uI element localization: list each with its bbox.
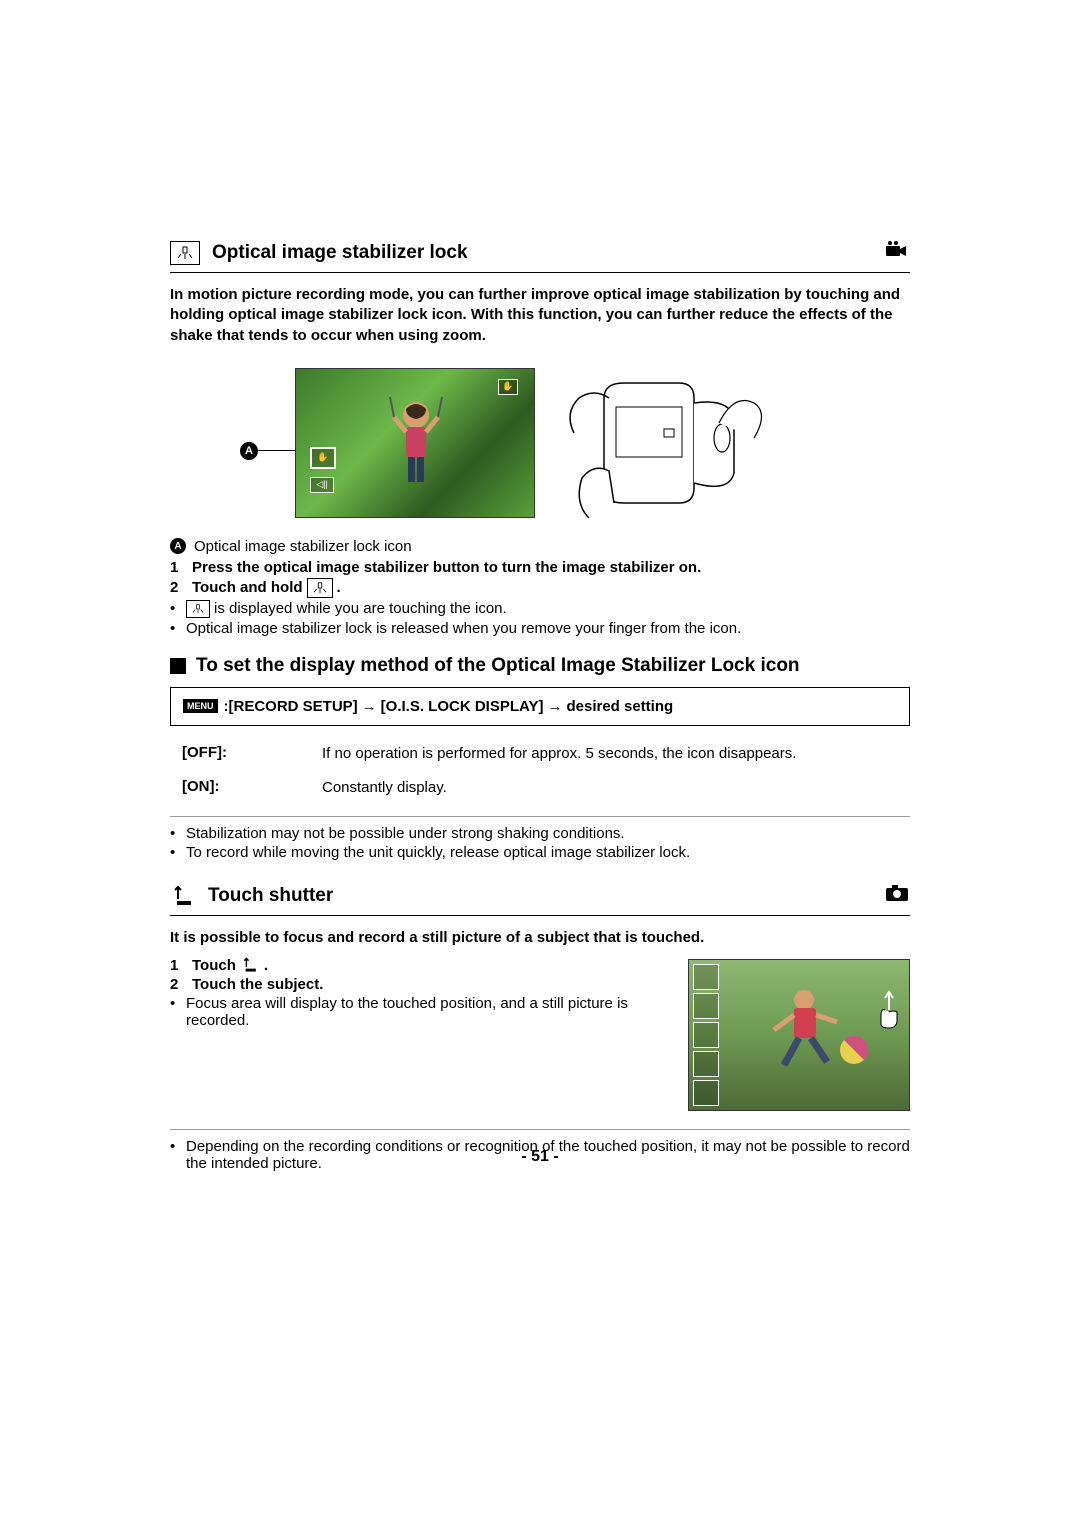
section1-subheading: To set the display method of the Optical… [170,655,910,677]
bullet-text: Focus area will display to the touched p… [186,995,668,1029]
step-text-prefix: Touch [192,957,236,974]
lcd-side-icons [693,964,719,1106]
section1-step1: 1 Press the optical image stabilizer but… [170,559,910,576]
arrow-icon: → [362,698,377,715]
lcd-top-icon: ✋ [498,379,518,395]
menu-badge: MENU [183,699,218,713]
touch-shutter-screenshot [688,959,910,1111]
arrow-icon: → [547,698,562,715]
note-text: To record while moving the unit quickly,… [186,844,690,861]
section1-title-row: Optical image stabilizer lock [170,240,910,273]
figure-row: A ✋ ✋ ◁|| [170,362,910,524]
settings-row-on: [ON]: Constantly display. [182,778,910,798]
setting-label: [OFF]: [182,744,322,764]
legend-a-badge: A [170,538,186,554]
section2-step1: 1 Touch . [170,957,668,974]
bullet-text: is displayed while you are touching the … [214,600,507,617]
divider [170,1129,910,1130]
section1-step2: 2 Touch and hold . [170,578,910,598]
menu-path-box: MENU : [RECORD SETUP] → [O.I.S. LOCK DIS… [170,687,910,726]
section1-bullet2: Optical image stabilizer lock is release… [170,620,910,637]
lcd-bottom-icon: ◁|| [310,477,334,493]
section2-title-row: Touch shutter [170,883,910,916]
section1-intro: In motion picture recording mode, you ca… [170,285,910,346]
section2-bullet1: Focus area will display to the touched p… [170,995,668,1029]
page-number: - 51 - [0,1148,1080,1166]
menu-part: [RECORD SETUP] [229,698,358,715]
photo-mode-icon [884,883,910,909]
section1-note1: Stabilization may not be possible under … [170,825,910,842]
step-text-suffix: . [337,579,341,596]
step-text-suffix: . [264,957,268,974]
ois-lock-icon [186,600,210,618]
step-number: 1 [170,559,192,576]
section1-note2: To record while moving the unit quickly,… [170,844,910,861]
section2-step2: 2 Touch the subject. [170,976,668,993]
setting-desc: If no operation is performed for approx.… [322,744,910,764]
callout-a-badge: A [240,442,258,460]
touch-shutter-icon [240,957,260,973]
touch-shutter-icon [170,885,196,907]
bullet-text: Optical image stabilizer lock is release… [186,620,741,637]
divider [170,816,910,817]
child-figure [386,397,446,487]
section2-content-row: 1 Touch . 2 Touch the subject. Focus are… [170,955,910,1111]
movie-mode-icon [884,240,910,266]
legend-a-text: Optical image stabilizer lock icon [194,538,412,555]
section1-title: Optical image stabilizer lock [212,242,884,264]
section2-title: Touch shutter [208,885,884,907]
ois-lock-icon [170,241,200,265]
step-text: Press the optical image stabilizer butto… [192,559,701,576]
ois-lock-icon [307,578,333,598]
section2-intro: It is possible to focus and record a sti… [170,928,910,948]
settings-table: [OFF]: If no operation is performed for … [182,744,910,799]
running-child-figure [749,980,879,1090]
step-text: Touch the subject. [192,976,323,993]
step-number: 2 [170,579,192,596]
section1-bullet1: is displayed while you are touching the … [170,600,910,618]
menu-part: [O.I.S. LOCK DISPLAY] [381,698,544,715]
pointer-hand-icon [875,990,903,1030]
legend-a-line: A Optical image stabilizer lock icon [170,538,910,555]
note-text: Stabilization may not be possible under … [186,825,625,842]
subheading-text: To set the display method of the Optical… [196,655,800,677]
step-number: 2 [170,976,192,993]
step-number: 1 [170,957,192,974]
lcd-ois-icon: ✋ [310,447,336,469]
callout-a: A [240,442,296,460]
manual-page: Optical image stabilizer lock In motion … [0,0,1080,1526]
camera-illustration [553,362,785,524]
lcd-screenshot: ✋ ✋ ◁|| [295,368,535,518]
setting-label: [ON]: [182,778,322,798]
step-text-prefix: Touch and hold [192,579,303,596]
setting-desc: Constantly display. [322,778,910,798]
settings-row-off: [OFF]: If no operation is performed for … [182,744,910,764]
menu-part: desired setting [566,698,673,715]
